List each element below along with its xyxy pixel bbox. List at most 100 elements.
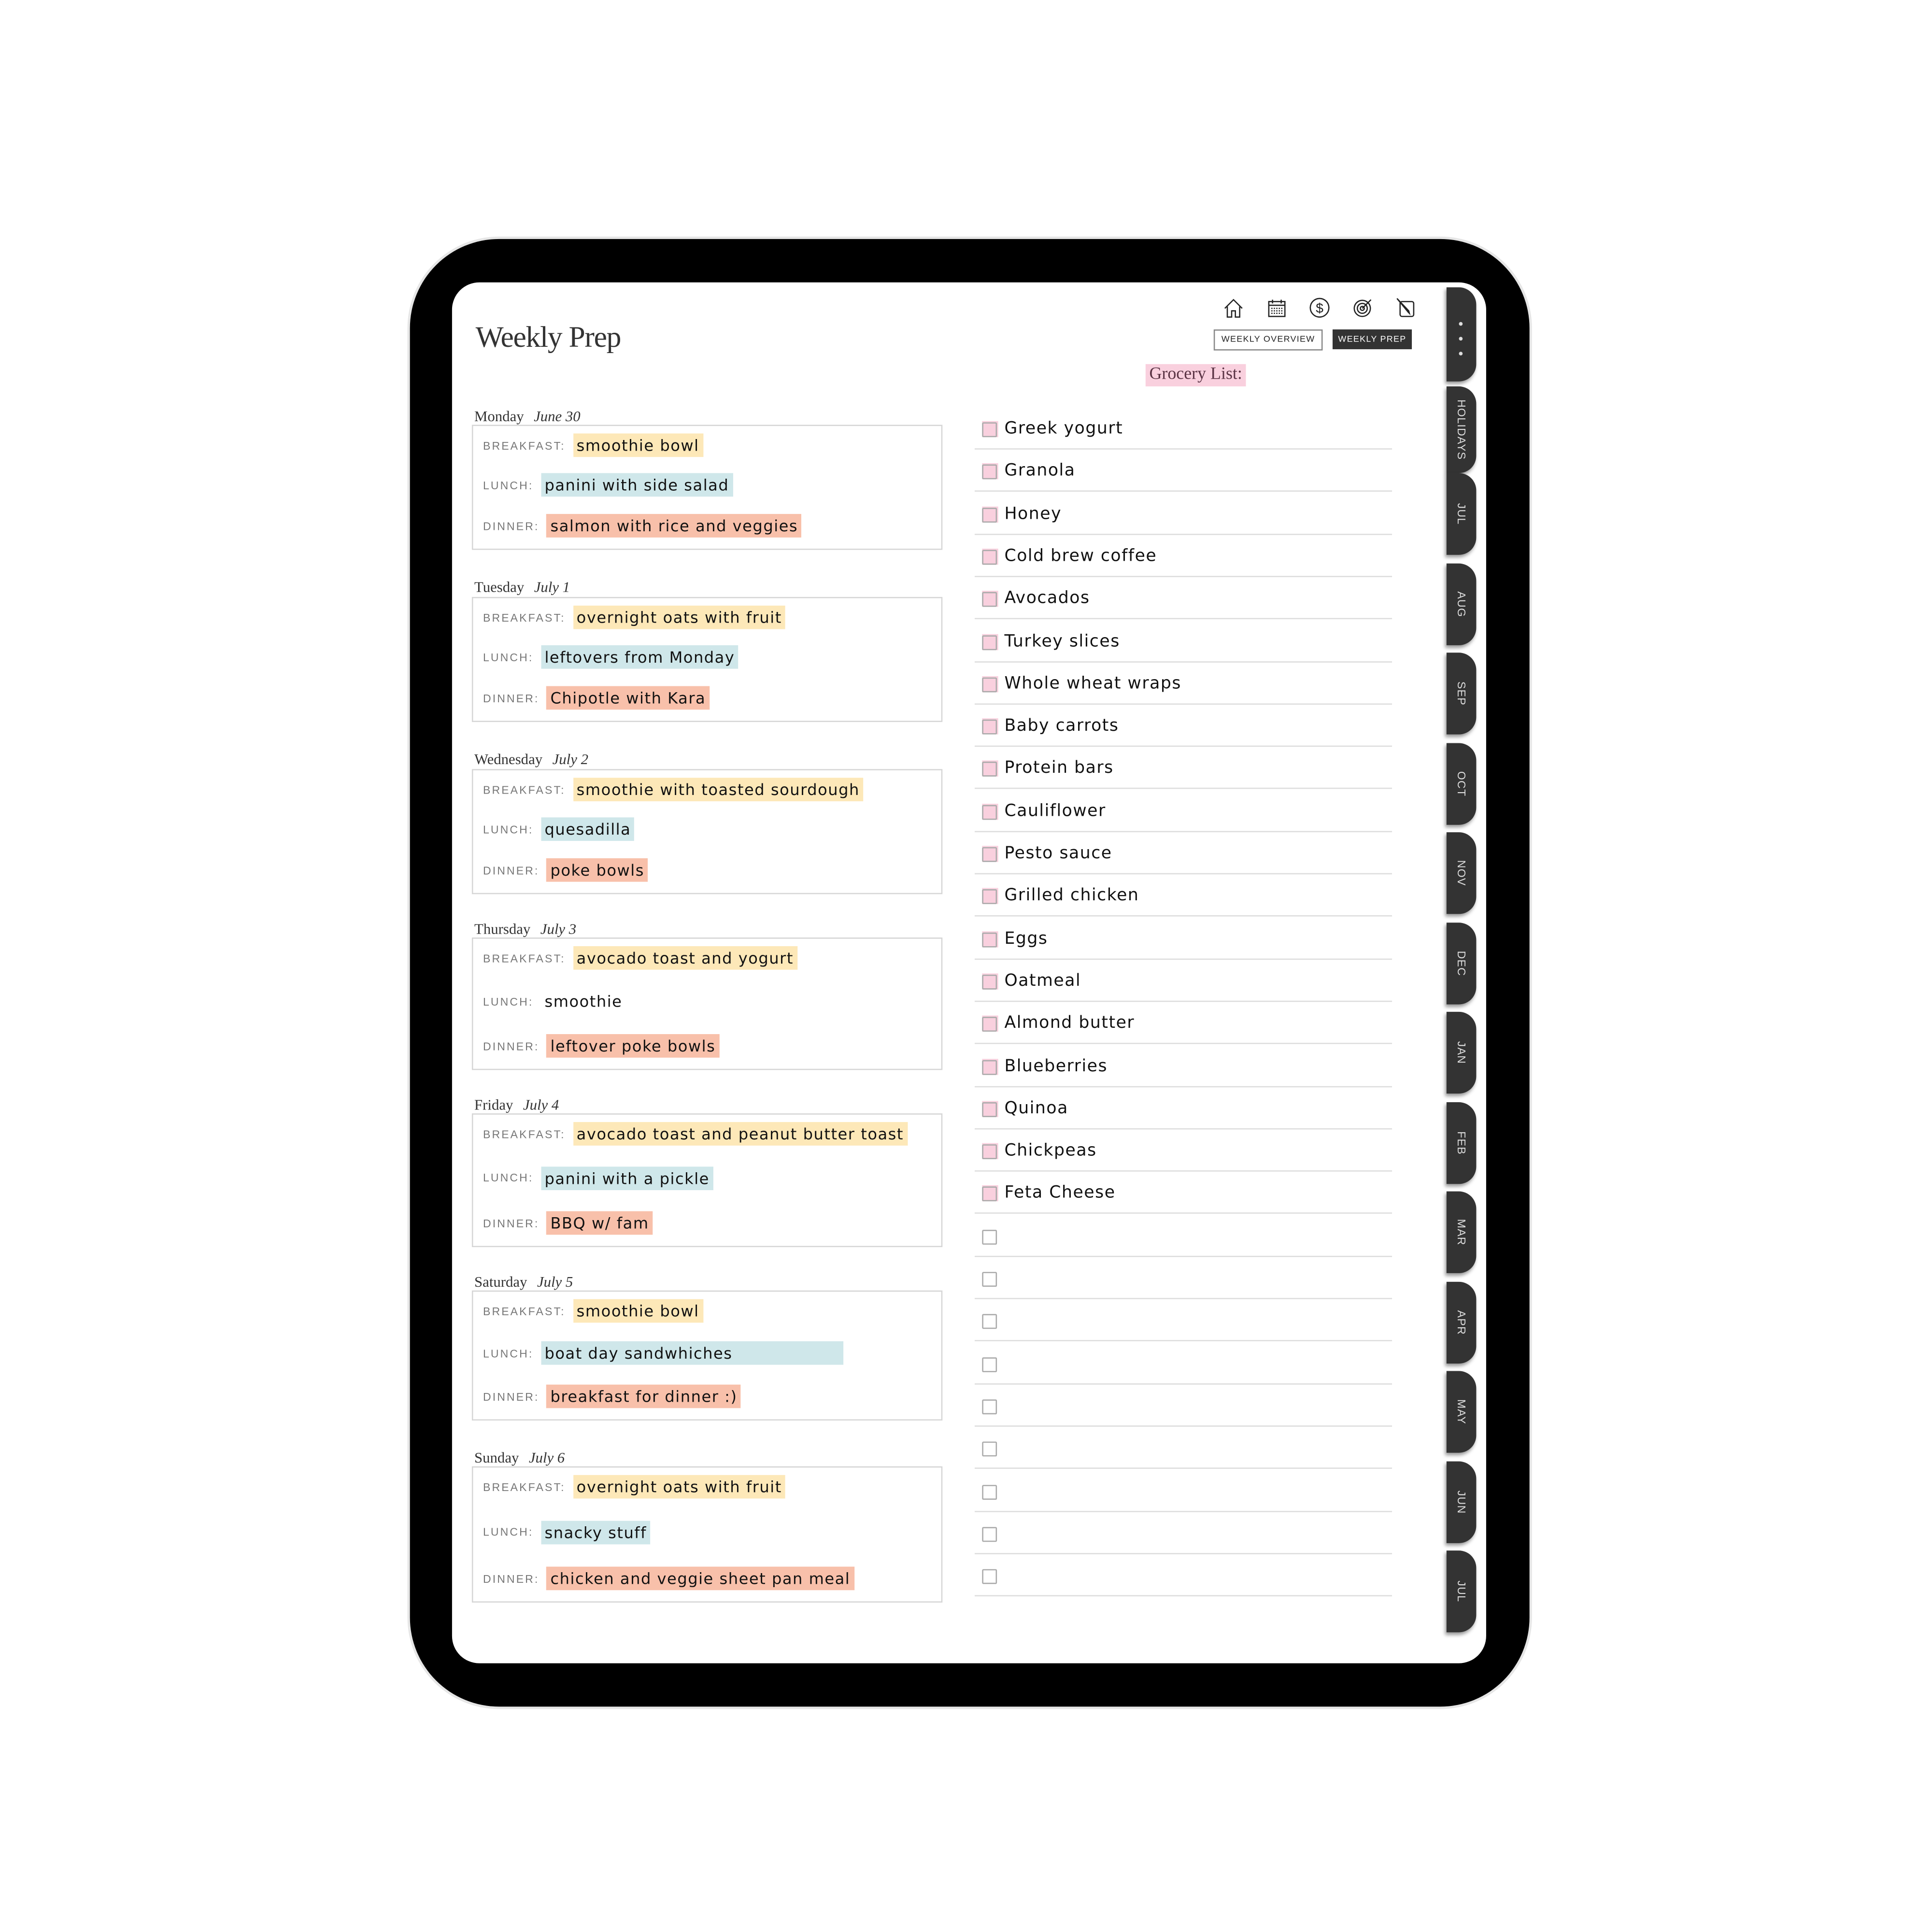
grocery-item-text[interactable]: Baby carrots [1004,716,1119,736]
home-icon[interactable] [1220,295,1246,321]
notepad-pencil-icon[interactable] [1393,295,1420,321]
grocery-checkbox[interactable] [982,1143,998,1160]
month-tab[interactable]: MAY [1446,1371,1477,1453]
meal-input-dinner[interactable]: breakfast for dinner :) [546,1384,741,1408]
month-tab[interactable]: JAN [1446,1011,1477,1094]
grocery-checkbox[interactable] [982,1441,998,1457]
meal-input-breakfast[interactable]: smoothie bowl [572,1299,703,1323]
month-tab[interactable]: APR [1446,1281,1477,1363]
dollar-icon[interactable]: $ [1307,295,1333,321]
grocery-item-text[interactable]: Almond butter [1004,1013,1135,1033]
meal-input-lunch[interactable]: leftovers from Monday [540,645,739,669]
grocery-checkbox[interactable] [982,803,998,820]
grocery-item-text[interactable]: Quinoa [1004,1098,1068,1118]
grocery-checkbox[interactable] [982,1356,998,1372]
grocery-item-text[interactable]: Blueberries [1004,1055,1108,1076]
grocery-item-text[interactable]: Cauliflower [1004,801,1106,821]
grocery-item-text[interactable]: Grilled chicken [1004,886,1139,906]
grocery-checkbox[interactable] [982,1525,998,1542]
grocery-checkbox[interactable] [982,1568,998,1584]
grocery-checkbox[interactable] [982,463,998,480]
day-date: July 3 [540,920,577,938]
grocery-checkbox[interactable] [982,1228,998,1245]
month-tab[interactable]: JUN [1446,1461,1477,1543]
grocery-checkbox[interactable] [982,888,998,905]
grocery-item-text[interactable]: Whole wheat wraps [1004,673,1182,694]
grocery-checkbox[interactable] [982,676,998,692]
grocery-checkbox[interactable] [982,931,998,947]
meal-input-breakfast[interactable]: smoothie bowl [572,433,703,457]
meal-input-lunch[interactable]: panini with a pickle [540,1166,713,1190]
grocery-checkbox[interactable] [982,1100,998,1117]
grocery-item-text[interactable]: Feta Cheese [1004,1183,1116,1203]
meal-input-lunch[interactable]: snacky stuff [540,1520,651,1544]
meal-input-dinner[interactable]: BBQ w/ fam [546,1211,653,1235]
weekly-prep-button[interactable]: WEEKLY PREP [1332,329,1412,350]
month-tab[interactable]: NOV [1446,832,1477,914]
day-name: Thursday [474,920,531,938]
meal-input-lunch[interactable]: quesadilla [540,817,635,841]
grocery-item-text[interactable]: Pesto sauce [1004,843,1112,864]
grocery-checkbox[interactable] [982,1185,998,1202]
month-tab[interactable]: SEP [1446,653,1477,735]
day-meal-box: BREAKFAST: smoothie bowl LUNCH: panini with… [471,425,943,550]
grocery-item-text[interactable]: Protein bars [1004,758,1114,779]
more-menu-tab[interactable] [1446,287,1477,382]
target-icon[interactable] [1350,295,1376,321]
meal-row-lunch: LUNCH: snacky stuff [483,1520,651,1544]
grocery-checkbox[interactable] [982,1271,998,1287]
meal-row-breakfast: BREAKFAST: overnight oats with fruit [483,605,786,629]
grocery-checkbox[interactable] [982,761,998,777]
month-tab[interactable]: FEB [1446,1101,1477,1183]
month-tab[interactable]: HOLIDAYS [1446,386,1477,473]
meal-row-lunch: LUNCH: quesadilla [483,817,635,841]
grocery-item-text[interactable]: Greek yogurt [1004,418,1123,439]
meal-input-breakfast[interactable]: avocado toast and yogurt [572,946,797,970]
checkbox-square [982,847,997,862]
grocery-item-text[interactable]: Avocados [1004,588,1090,609]
meal-input-dinner[interactable]: salmon with rice and veggies [546,514,802,538]
meal-input-breakfast[interactable]: overnight oats with fruit [572,605,786,629]
grocery-item-text[interactable]: Oatmeal [1004,970,1081,991]
meal-input-breakfast[interactable]: avocado toast and peanut butter toast [572,1122,908,1146]
meal-input-dinner[interactable]: Chipotle with Kara [546,686,710,710]
meal-input-dinner[interactable]: poke bowls [546,858,648,882]
meal-input-dinner[interactable]: leftover poke bowls [546,1034,720,1058]
grocery-checkbox[interactable] [982,718,998,735]
grocery-checkbox[interactable] [982,548,998,565]
grocery-checkbox[interactable] [982,421,998,438]
grocery-checkbox[interactable] [982,973,998,990]
grocery-item-text[interactable]: Cold brew coffee [1004,546,1157,566]
month-tab[interactable]: DEC [1446,922,1477,1004]
meal-input-dinner[interactable]: chicken and veggie sheet pan meal [546,1566,854,1591]
grocery-checkbox[interactable] [982,1483,998,1499]
grocery-checkbox[interactable] [982,846,998,862]
grocery-checkbox[interactable] [982,1058,998,1075]
meal-row-breakfast: BREAKFAST: overnight oats with fruit [483,1475,786,1499]
meal-input-lunch[interactable]: boat day sandwhiches [540,1341,844,1365]
weekly-overview-button[interactable]: WEEKLY OVERVIEW [1213,329,1323,351]
month-tab[interactable]: JUL [1446,473,1477,555]
meal-input-lunch[interactable]: smoothie [544,992,623,1011]
grocery-checkbox[interactable] [982,633,998,650]
grocery-item-text[interactable]: Granola [1004,461,1076,481]
month-tab[interactable]: AUG [1446,563,1477,645]
grocery-item-text[interactable]: Chickpeas [1004,1140,1097,1161]
calendar-icon[interactable] [1263,295,1289,321]
grocery-checkbox[interactable] [982,1398,998,1414]
grocery-item-text[interactable]: Honey [1004,503,1062,524]
grocery-item-text[interactable]: Turkey slices [1004,631,1120,651]
grocery-checkbox[interactable] [982,506,998,523]
meal-input-breakfast[interactable]: overnight oats with fruit [572,1475,786,1499]
grocery-checkbox[interactable] [982,591,998,607]
day-name: Wednesday [474,750,543,768]
month-tab[interactable]: MAR [1446,1191,1477,1273]
month-tab[interactable]: OCT [1446,742,1477,824]
meal-input-breakfast[interactable]: smoothie with toasted sourdough [572,778,864,801]
grocery-checkbox[interactable] [982,1313,998,1330]
grocery-item-text[interactable]: Eggs [1004,928,1048,949]
grocery-item: Granola [974,450,1392,492]
month-tab[interactable]: JUL [1446,1550,1477,1633]
grocery-checkbox[interactable] [982,1016,998,1032]
meal-input-lunch[interactable]: panini with side salad [540,473,733,497]
